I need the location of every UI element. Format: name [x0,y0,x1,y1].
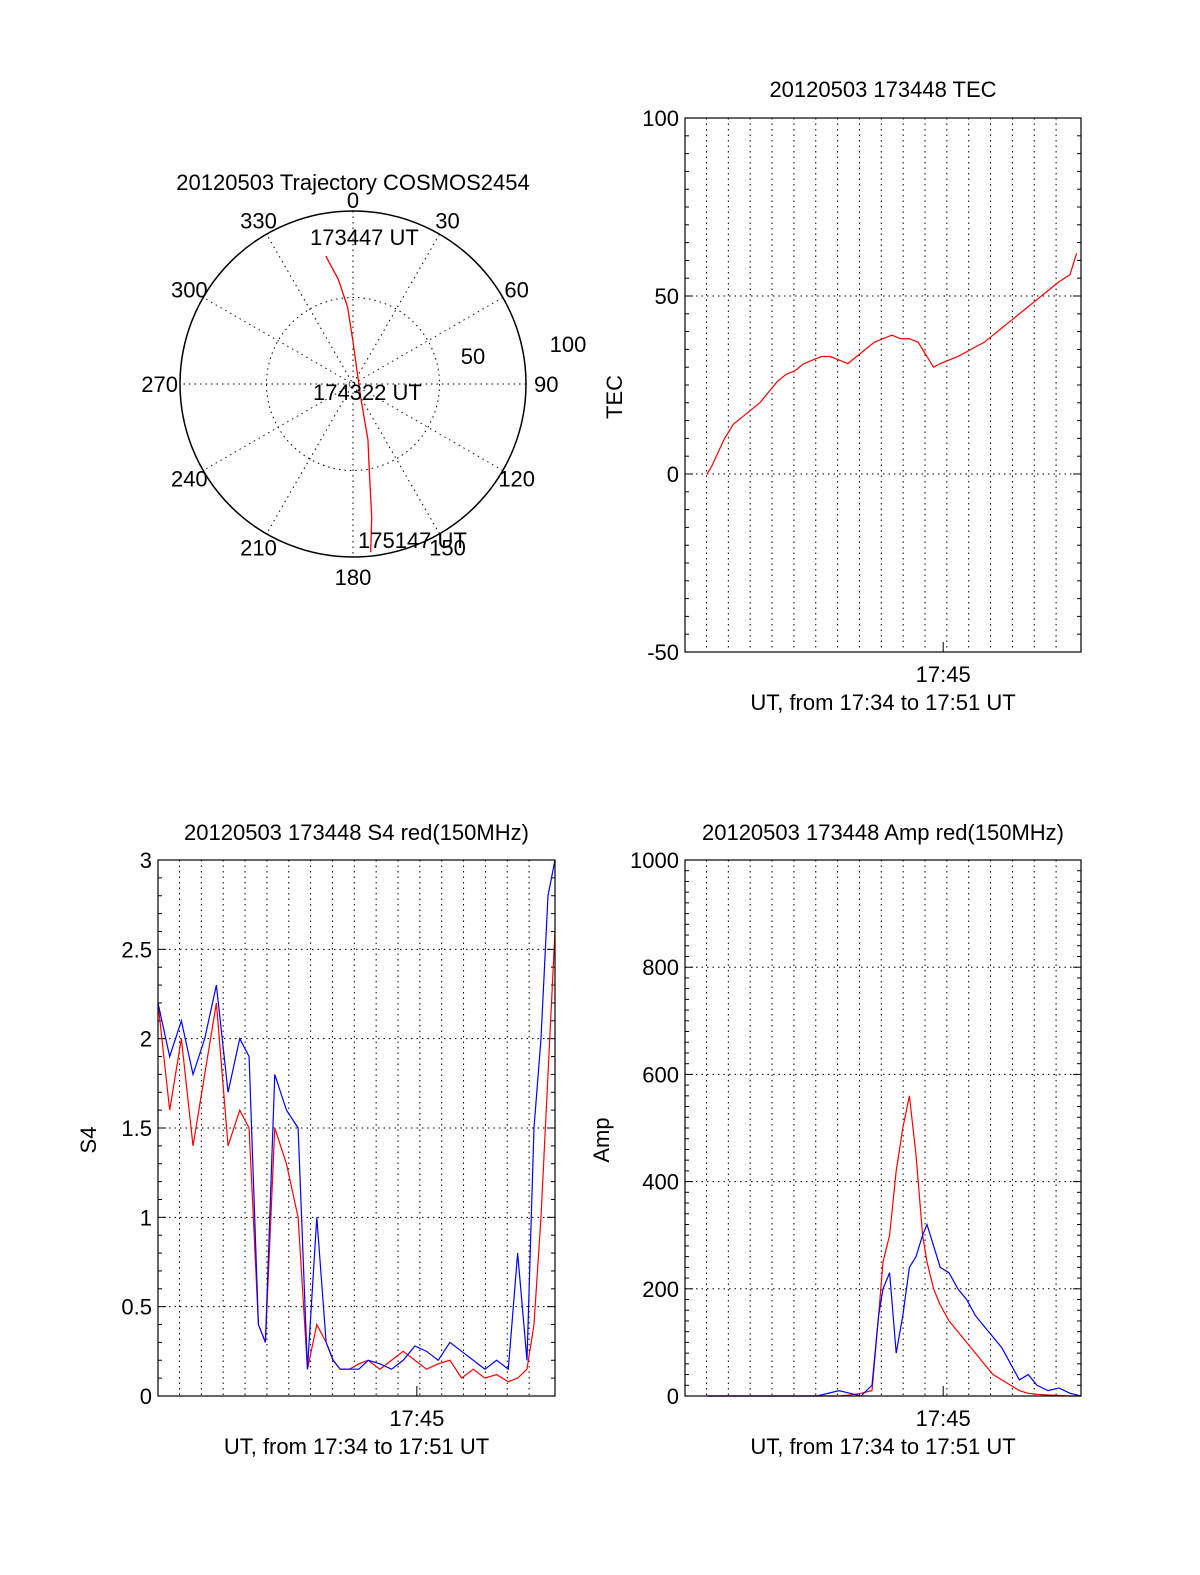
y-tick-label: 3 [140,848,152,873]
series-line-blue [707,1222,1082,1397]
trajectory-annotation: 174322 UT [313,380,422,405]
azimuth-label: 330 [240,208,277,233]
y-tick-label: 0.5 [121,1295,152,1320]
y-tick-label: 2 [140,1027,152,1052]
azimuth-label: 0 [347,188,359,213]
y-tick-label: 800 [642,955,679,980]
grid-lines [685,860,1081,1396]
chart-title: 20120503 173448 TEC [769,77,996,102]
trajectory-line [325,255,373,553]
trajectory-annotation: 175147 UT [358,528,467,553]
grid-lines [158,860,555,1396]
y-axis-label: TEC [602,375,627,419]
y-axis-label: S4 [76,1127,101,1154]
azimuth-label: 90 [534,372,558,397]
amp-panel: 20120503 173448 Amp red(150MHz) 1000 800 60… [589,820,1082,1459]
azimuth-label: 270 [141,372,178,397]
radial-label: 100 [550,332,587,357]
series-line-red [707,1095,1081,1397]
chart-title: 20120503 Trajectory COSMOS2454 [176,170,529,195]
x-axis-label: UT, from 17:34 to 17:51 UT [750,1434,1015,1459]
y-tick-label: 100 [642,106,679,131]
azimuth-label: 30 [435,208,459,233]
y-tick-label: 0 [667,1384,679,1409]
azimuth-label: 240 [171,467,208,492]
x-axis-label: UT, from 17:34 to 17:51 UT [750,690,1015,715]
plot-frame [684,859,1082,1397]
plot-frame [684,117,1082,653]
chart-title: 20120503 173448 Amp red(150MHz) [702,820,1064,845]
series-line-blue [157,859,556,1371]
azimuth-label: 300 [171,278,208,303]
azimuth-label: 150 [429,536,466,561]
y-tick-label: 1 [140,1205,152,1230]
y-tick-label: -50 [647,640,679,665]
trajectory-annotation: 173447 UT [310,225,419,250]
radial-label: 50 [461,344,485,369]
s4-panel: 20120503 173448 S4 red(150MHz) 3 2.5 2 1.5 1 0… [76,820,556,1459]
series-line-red [706,253,1078,475]
y-tick-label: 600 [642,1062,679,1087]
y-tick-label: 50 [655,284,679,309]
x-tick-label: 17:45 [389,1406,444,1431]
azimuth-label: 180 [335,565,372,590]
azimuth-label: 60 [504,278,528,303]
y-tick-label: 400 [642,1170,679,1195]
tec-panel: 20120503 173448 TEC 100 50 0 -50 17:45 UT, fro… [602,77,1082,715]
azimuth-label: 210 [240,536,277,561]
x-axis-label: UT, from 17:34 to 17:51 UT [224,1434,489,1459]
y-tick-label: 0 [140,1384,152,1409]
y-tick-label: 2.5 [121,937,152,962]
grid-lines [685,118,1081,652]
y-axis-label: Amp [589,1117,614,1162]
plot-frame [157,859,556,1397]
x-tick-label: 17:45 [916,1406,971,1431]
y-tick-label: 1000 [630,848,679,873]
azimuth-label: 120 [498,467,535,492]
series-line-red [157,931,556,1383]
y-tick-label: 1.5 [121,1116,152,1141]
chart-title: 20120503 173448 S4 red(150MHz) [184,820,529,845]
y-tick-label: 0 [667,462,679,487]
grid-circle [266,297,440,471]
x-tick-label: 17:45 [916,662,971,687]
y-tick-label: 200 [642,1277,679,1302]
